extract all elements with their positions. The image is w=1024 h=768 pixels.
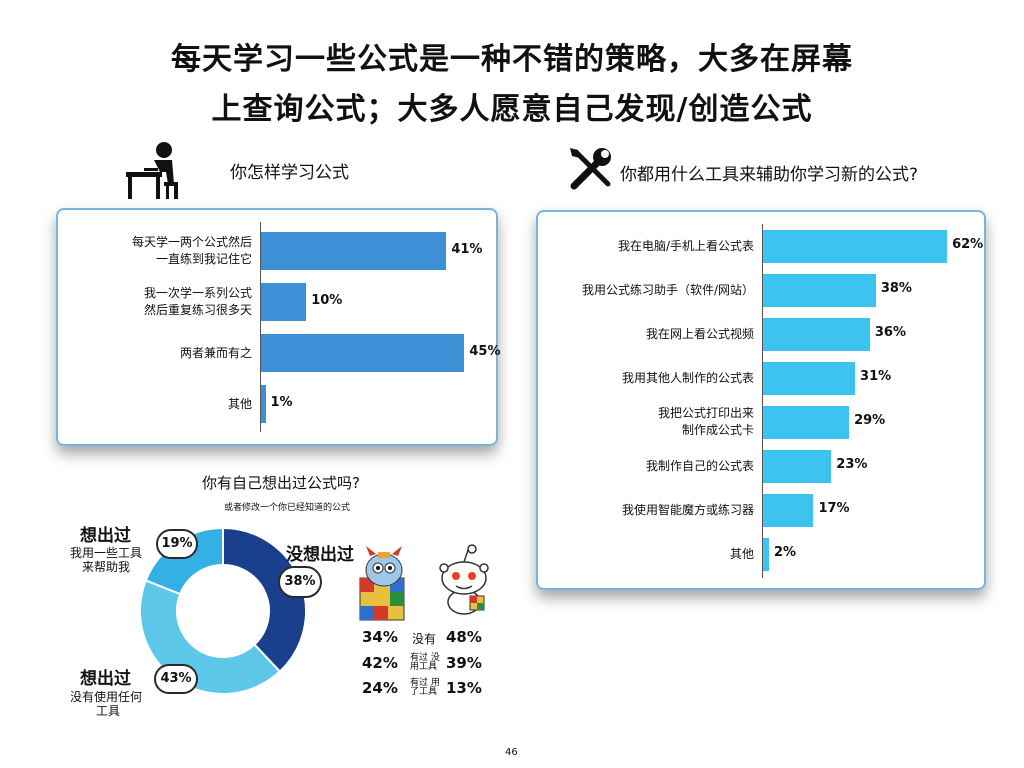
donut-label-notool-body2: 工具	[96, 704, 121, 718]
bar	[763, 273, 876, 307]
compare-row2-left: 42%	[362, 654, 398, 672]
compare-row1-right: 48%	[446, 628, 482, 646]
bar-label: 我在网上看公式视频	[645, 326, 754, 341]
right-chart-axis	[762, 224, 763, 578]
compare-row1-label: 没有	[412, 632, 437, 646]
page-number: 46	[505, 747, 518, 758]
left-chart-axis	[260, 222, 261, 432]
compare-row2-right: 39%	[446, 654, 482, 672]
donut-slice	[222, 526, 307, 673]
bar-value-label: 41%	[451, 242, 483, 257]
bar	[763, 229, 948, 263]
bar-value-label: 10%	[311, 293, 343, 308]
donut-pct-tool: 19%	[156, 529, 198, 559]
bar-label: 其他	[227, 396, 252, 411]
bar	[763, 405, 850, 439]
compare-row3-right: 13%	[446, 679, 482, 697]
rubiks-cube-mascot-icon	[359, 546, 405, 621]
bar	[763, 317, 870, 351]
bar-value-label: 36%	[874, 325, 907, 340]
bar	[763, 449, 832, 483]
bar-value-label: 38%	[880, 281, 912, 296]
donut-label-tool-body1: 我用一些工具	[70, 546, 143, 560]
compare-row2-label: 有过 没用工具	[410, 653, 440, 672]
page-title-line-1: 每天学习一些公式是一种不错的策略，大多在屏幕	[171, 42, 853, 77]
bar-value-label: 1%	[270, 395, 293, 410]
bar	[261, 385, 266, 423]
bar	[261, 232, 447, 270]
right-chart-title: 你都用什么工具来辅助你学习新的公式?	[620, 165, 919, 185]
left-chart-title: 你怎样学习公式	[230, 163, 349, 183]
person-at-desk-icon	[126, 142, 178, 199]
donut-label-tool-head: 想出过	[80, 526, 131, 546]
bar-value-label: 29%	[854, 413, 886, 428]
bar-label: 我使用智能魔方或练习器	[621, 502, 754, 517]
donut-pct-notool: 43%	[154, 664, 198, 694]
reddit-mascot-icon	[439, 544, 489, 615]
bar-label: 两者兼而有之	[179, 345, 252, 360]
right-chart-panel: 我在电脑/手机上看公式表 62% 我用公式练习助手（软件/网站） 38% 我在网上看公式…	[536, 210, 986, 590]
bar-label: 每天学一两个公式然后 一直练到我记住它	[131, 235, 252, 266]
bar	[261, 283, 307, 321]
bar	[763, 493, 814, 527]
donut-title: 你有自己想出过公式吗?	[202, 474, 360, 492]
donut-label-never-head: 没想出过	[286, 545, 354, 565]
bar-value-label: 31%	[860, 369, 892, 384]
bar-label: 我用公式练习助手（软件/网站）	[581, 282, 754, 297]
compare-row3-left: 24%	[362, 679, 398, 697]
donut-slice	[144, 526, 224, 596]
bar-value-label: 23%	[836, 457, 868, 472]
compare-row3-label: 有过 用了工具	[410, 678, 440, 697]
bar-value-label: 62%	[952, 237, 984, 252]
bar-label: 我在电脑/手机上看公式表	[617, 238, 754, 253]
compare-row1-left: 34%	[362, 628, 398, 646]
page-title-line-2: 上查询公式；大多人愿意自己发现/创造公式	[211, 92, 813, 127]
bar	[763, 361, 856, 395]
donut-label-tool-body2: 来帮助我	[82, 560, 131, 574]
donut-subtitle: 或者修改一个你已经知道的公式	[224, 503, 351, 513]
bar	[763, 537, 769, 571]
bar-label: 我用其他人制作的公式表	[621, 370, 754, 385]
bar-value-label: 17%	[818, 501, 850, 516]
bar-label: 我一次学一系列公式 然后重复练习很多天	[143, 286, 252, 317]
donut-pct-never: 38%	[278, 566, 322, 598]
left-chart-panel: 每天学一两个公式然后 一直练到我记住它 41% 我一次学一系列公式 然后重复练习很多天 1…	[56, 208, 501, 446]
bar-value-label: 45%	[469, 344, 501, 359]
bar-value-label: 2%	[773, 545, 797, 560]
bar	[261, 334, 465, 372]
bar-label: 其他	[729, 546, 754, 561]
bar-label: 我把公式打印出来 制作成公式卡	[657, 406, 754, 437]
donut-label-notool-body1: 没有使用任何	[70, 690, 143, 704]
bar-label: 我制作自己的公式表	[645, 458, 754, 473]
tools-icon	[570, 148, 611, 190]
donut-label-notool-head: 想出过	[80, 669, 131, 689]
